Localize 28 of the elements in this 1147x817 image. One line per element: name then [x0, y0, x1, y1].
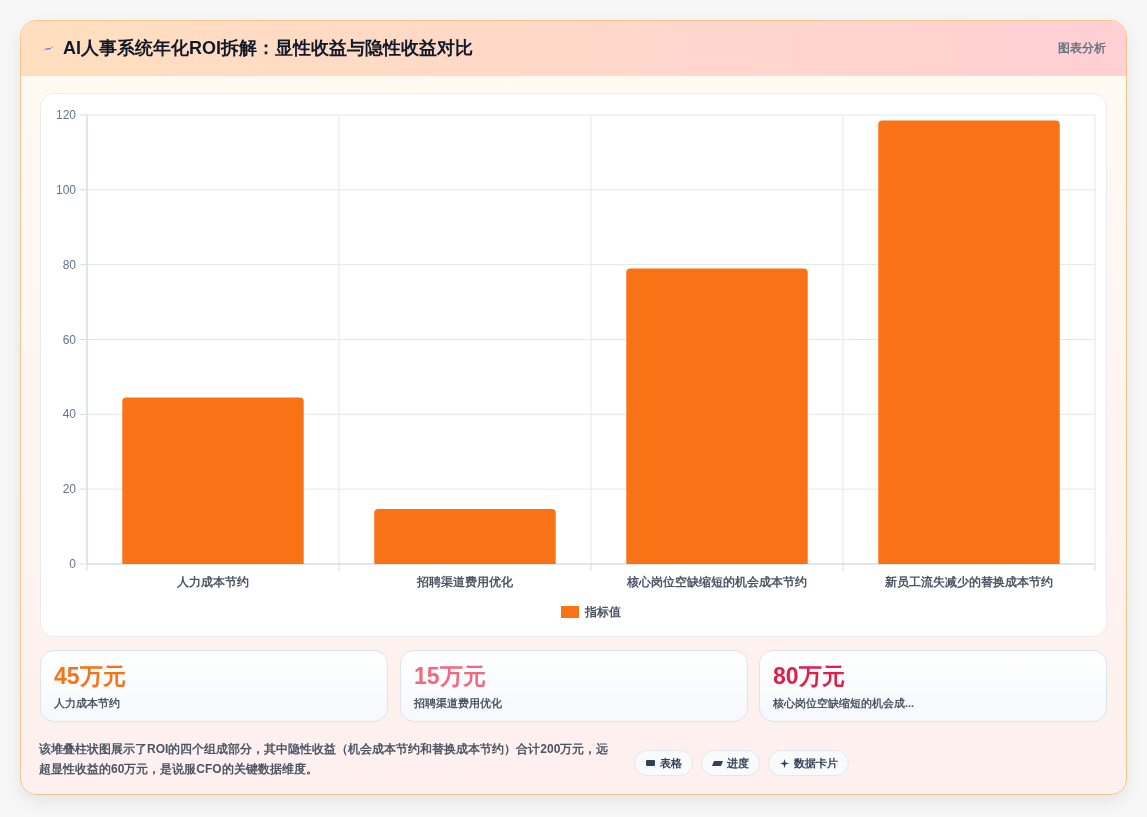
bar — [122, 397, 304, 564]
text: 招聘渠道费用优化 — [414, 696, 502, 711]
text: 进度 — [727, 755, 749, 771]
bar — [374, 509, 556, 564]
y-tick-label: 20 — [62, 482, 77, 497]
bar — [626, 268, 808, 564]
y-tick-label: 60 — [62, 332, 77, 347]
text: 图表分析 — [1058, 40, 1106, 57]
text: 人力成本节约 — [54, 696, 120, 711]
text: 核心岗位空缺缩短的机会成... — [773, 696, 915, 711]
legend-label: 指标值 — [584, 605, 621, 619]
x-tick-label: 核心岗位空缺缩短的机会成本节约 — [626, 575, 807, 589]
text: 表格 — [660, 755, 682, 771]
y-tick-label: 80 — [62, 257, 77, 272]
text: 45万元 — [54, 662, 126, 691]
y-tick-label: 100 — [55, 182, 77, 197]
x-tick-label: 新员工流失减少的替换成本节约 — [884, 575, 1053, 589]
x-tick-label: 人力成本节约 — [176, 575, 249, 589]
text: 80万元 — [773, 662, 845, 691]
x-tick-label: 招聘渠道费用优化 — [416, 575, 514, 589]
y-tick-label: 0 — [69, 557, 77, 571]
y-tick-label: 40 — [62, 407, 77, 422]
text: 数据卡片 — [794, 755, 838, 771]
bar — [878, 120, 1060, 564]
chart-title: AI人事系统年化ROI拆解：显性收益与隐性收益对比 — [63, 37, 474, 60]
text: 15万元 — [414, 662, 486, 691]
text: 该堆叠柱状图展示了ROI的四个组成部分，其中隐性收益（机会成本节约和替换成本节约）合计200万元，远超显性收益的60万元，是说服CFO的关键数据维度。 — [39, 741, 610, 778]
y-tick-label: 120 — [55, 108, 77, 122]
